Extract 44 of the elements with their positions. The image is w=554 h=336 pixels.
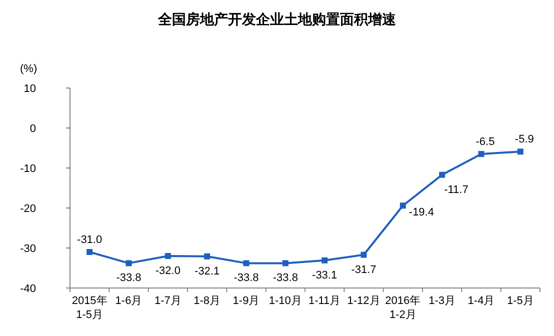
point (126, 260, 132, 266)
x-tick-label: 1-11月 (308, 295, 341, 307)
chart-title: 全国房地产开发企业土地购置面积增速 (157, 11, 397, 27)
data-label: -11.7 (444, 184, 468, 196)
point (517, 148, 524, 155)
x-tick-label: 1-4月 (468, 295, 495, 307)
x-tick-label: 1-9月 (232, 295, 260, 307)
data-label: -33.8 (272, 272, 298, 284)
data-label: -31.0 (77, 234, 102, 246)
y-tick-label: -40 (20, 283, 36, 295)
point (243, 260, 250, 266)
point (86, 249, 93, 255)
data-label: -32.0 (155, 265, 180, 277)
point (204, 253, 210, 260)
x-tick-label: 1-6月 (115, 295, 142, 307)
data-label: -31.7 (351, 264, 376, 276)
y-tick-label: -20 (20, 203, 36, 215)
point (478, 151, 484, 157)
data-label: -6.5 (476, 136, 495, 148)
x-tick-label: 1-7月 (154, 295, 182, 307)
x-tick-label: 1-8月 (194, 295, 221, 307)
x-tick-label: 2016年 1-2月 (385, 295, 421, 321)
point (360, 252, 367, 258)
point (282, 260, 288, 266)
data-label: -5.9 (514, 134, 534, 146)
data-label: -33.8 (116, 272, 142, 284)
y-tick-label: 10 (24, 83, 36, 95)
point (164, 253, 171, 259)
y-tick-label: -10 (20, 163, 36, 175)
point (439, 172, 446, 178)
x-tick-label: 1-5月 (506, 295, 534, 307)
data-label: -33.8 (234, 272, 259, 284)
x-tick-label: 1-10月 (268, 295, 302, 307)
y-axis-title: (%) (20, 63, 38, 75)
y-tick-label: -30 (20, 243, 36, 255)
x-tick-label: 1-12月 (347, 295, 380, 307)
y-tick-label: 0 (30, 123, 36, 135)
x-tick-label: 1-3月 (428, 295, 456, 307)
data-label: -33.1 (312, 269, 338, 282)
point (400, 202, 406, 209)
data-label: -19.4 (408, 206, 434, 219)
x-tick-label: 2015年 1-5月 (72, 295, 108, 321)
data-label: -32.1 (194, 265, 220, 278)
point (322, 257, 328, 264)
